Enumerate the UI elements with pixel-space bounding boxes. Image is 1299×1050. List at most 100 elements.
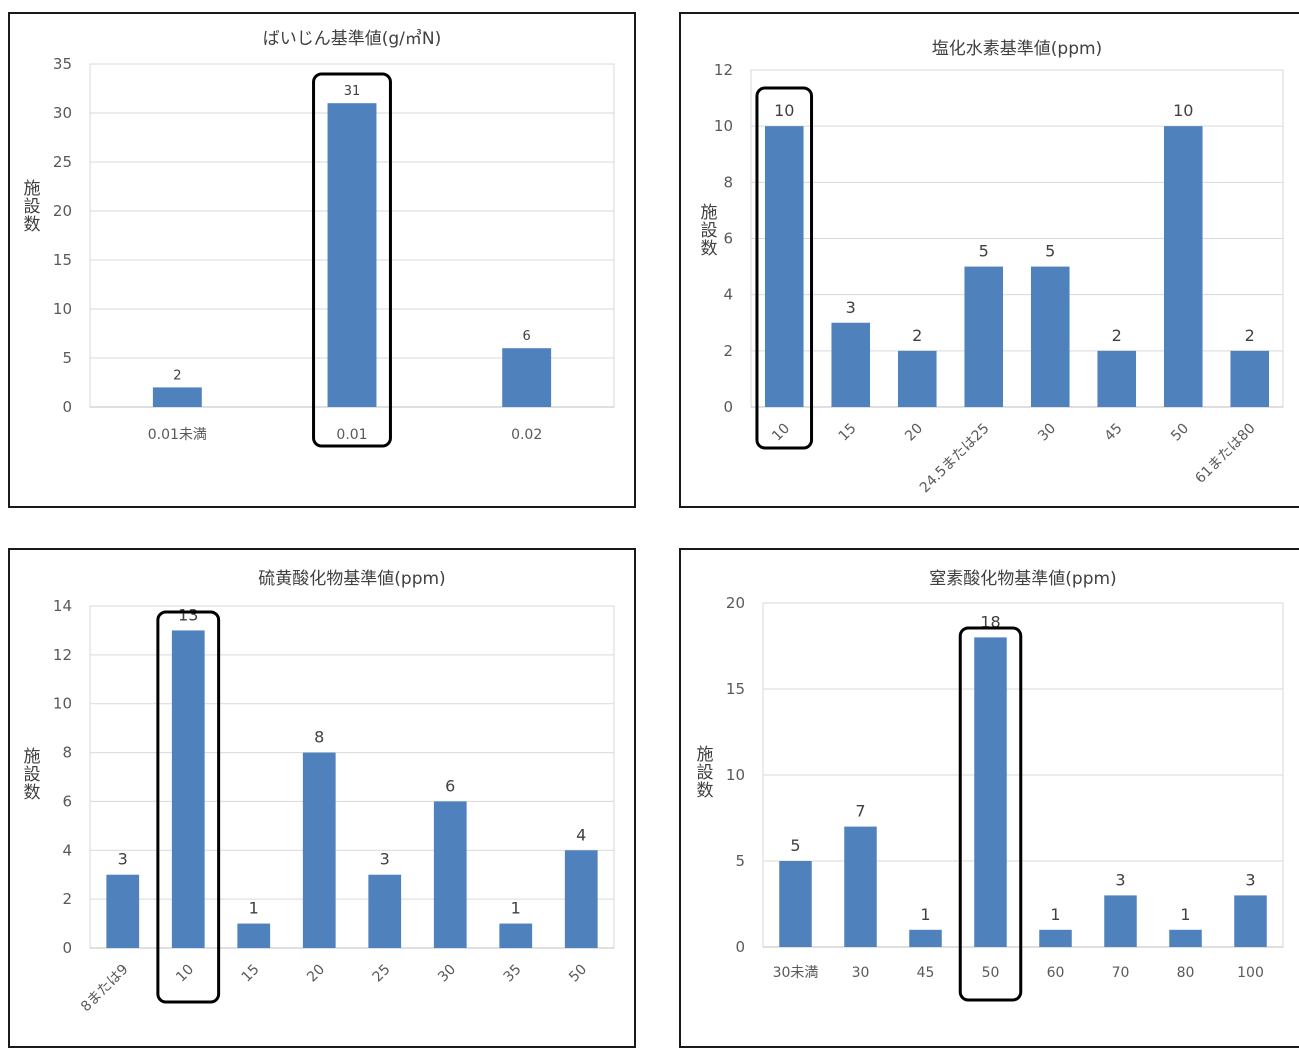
bar	[1030, 266, 1070, 407]
bar	[764, 126, 804, 408]
bar	[909, 929, 942, 947]
data-label: 7	[855, 802, 865, 821]
bar	[502, 348, 552, 407]
y-tick-label: 35	[53, 55, 72, 73]
x-tick-label: 45	[917, 965, 935, 981]
x-tick-label: 15	[239, 962, 263, 986]
bar	[433, 801, 467, 948]
data-label: 10	[774, 101, 794, 120]
x-tick-label: 25	[370, 962, 394, 986]
chart-svg-hydrogen-chloride: 塩化水素基準値(ppm) 0 2 4 6 8 10 12 施設数 10 10 3 15 2 20 5 24.5ま…	[701, 39, 1284, 497]
x-tick-label: 0.01	[336, 427, 367, 443]
y-tick-label: 10	[53, 695, 72, 713]
y-tick-label: 0	[723, 398, 733, 416]
chart-svg-dust: ばいじん基準値(g/㎥N) 0 5 10 15 20 25 30 35 施設数 2 0.01未満 31 0…	[24, 29, 615, 448]
data-label: 2	[173, 368, 181, 383]
x-tick-label: 15	[836, 421, 860, 445]
y-tick-label: 12	[53, 646, 72, 664]
data-label: 3	[846, 298, 856, 317]
x-tick-label: 24.5または25	[917, 421, 993, 497]
bar	[171, 630, 205, 948]
y-axis-label: 施設数	[697, 745, 714, 801]
y-tick-label: 8	[723, 173, 733, 191]
y-tick-label: 10	[726, 766, 745, 784]
data-label: 5	[790, 836, 800, 855]
x-tick-label: 0.01未満	[148, 427, 207, 443]
x-tick-label: 70	[1112, 965, 1130, 981]
highlight-box	[312, 72, 392, 448]
bar	[897, 350, 937, 407]
data-label: 3	[380, 850, 390, 869]
y-tick-label: 10	[53, 300, 72, 318]
x-tick-label: 30	[435, 962, 459, 986]
data-label: 4	[576, 825, 586, 844]
chart-title: ばいじん基準値(g/㎥N)	[263, 29, 442, 49]
x-tick-label: 30	[1035, 421, 1059, 445]
data-label: 1	[249, 899, 259, 918]
bar	[1097, 350, 1137, 407]
y-axis-label: 施設数	[701, 203, 718, 259]
plot-area	[89, 605, 615, 949]
y-tick-label: 0	[62, 398, 72, 416]
bar	[564, 850, 598, 948]
y-tick-label: 4	[62, 841, 72, 859]
bar	[302, 752, 336, 948]
x-tick-label: 0.02	[511, 427, 542, 443]
x-tick-label: 80	[1177, 965, 1195, 981]
bar	[779, 861, 812, 947]
y-tick-label: 8	[62, 744, 72, 762]
data-label: 31	[344, 84, 361, 99]
bar	[327, 103, 377, 407]
y-tick-label: 0	[62, 939, 72, 957]
bar	[499, 923, 533, 948]
x-tick-label: 10	[173, 962, 197, 986]
y-tick-label: 2	[723, 342, 733, 360]
data-label: 3	[1245, 870, 1255, 889]
y-axis-label: 施設数	[24, 747, 41, 803]
bar	[831, 322, 871, 407]
x-tick-label: 60	[1047, 965, 1065, 981]
x-tick-label: 10	[769, 421, 793, 445]
y-tick-label: 15	[53, 251, 72, 269]
bar	[1163, 126, 1203, 408]
data-label: 1	[920, 905, 930, 924]
bar	[844, 826, 877, 947]
data-label: 2	[912, 326, 922, 345]
x-tick-label: 8または9	[78, 962, 132, 1016]
data-label: 13	[178, 605, 198, 624]
y-tick-label: 5	[62, 349, 72, 367]
bar	[106, 874, 140, 948]
data-label: 10	[1173, 101, 1193, 120]
y-tick-label: 5	[735, 852, 745, 870]
bar	[964, 266, 1004, 407]
x-tick-label: 50	[566, 962, 590, 986]
data-label: 3	[1115, 870, 1125, 889]
x-tick-label: 35	[501, 962, 525, 986]
data-label: 5	[1045, 242, 1055, 261]
bar	[1104, 895, 1137, 947]
x-tick-label: 61または80	[1192, 421, 1258, 487]
bar	[152, 387, 202, 407]
data-label: 1	[511, 899, 521, 918]
x-tick-label: 50	[1168, 421, 1192, 445]
y-tick-label: 30	[53, 104, 72, 122]
highlight-box	[755, 86, 814, 450]
data-label: 2	[1245, 326, 1255, 345]
chart-title: 塩化水素基準値(ppm)	[932, 39, 1102, 59]
y-tick-label: 20	[726, 594, 745, 612]
bar	[237, 923, 271, 948]
y-axis-label: 施設数	[24, 179, 41, 235]
data-label: 8	[314, 728, 324, 747]
y-tick-label: 6	[723, 230, 733, 248]
y-tick-label: 15	[726, 680, 745, 698]
x-tick-label: 100	[1237, 965, 1264, 981]
x-tick-label: 50	[982, 965, 1000, 981]
x-tick-label: 30	[852, 965, 870, 981]
y-tick-label: 10	[714, 117, 733, 135]
highlight-box	[958, 626, 1023, 1002]
y-tick-label: 14	[53, 597, 72, 615]
chart-svg-nitrogen-oxides: 窒素酸化物基準値(ppm)05101520施設数530未満73014518501…	[697, 569, 1284, 1002]
y-tick-label: 0	[735, 938, 745, 956]
x-tick-label: 45	[1102, 421, 1126, 445]
y-tick-label: 4	[723, 286, 733, 304]
